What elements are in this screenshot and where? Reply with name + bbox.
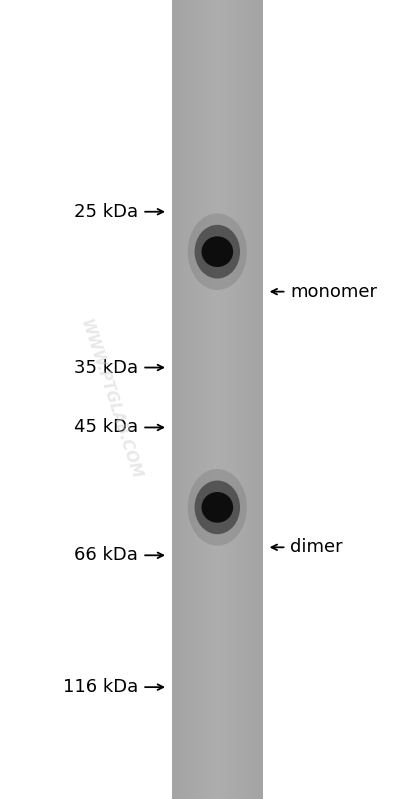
Bar	[189, 0, 190, 799]
Bar	[207, 0, 208, 799]
Bar	[215, 0, 216, 799]
Text: WWW.PTGLAB.COM: WWW.PTGLAB.COM	[78, 318, 144, 481]
Ellipse shape	[188, 213, 247, 290]
Bar	[199, 0, 200, 799]
Bar	[213, 0, 214, 799]
Text: 35 kDa: 35 kDa	[74, 359, 138, 376]
Bar	[209, 0, 210, 799]
Text: 116 kDa: 116 kDa	[63, 678, 138, 696]
Bar	[262, 0, 263, 799]
Bar	[175, 0, 176, 799]
Bar	[236, 0, 237, 799]
Bar	[260, 0, 262, 799]
Bar	[255, 0, 256, 799]
Bar	[242, 0, 244, 799]
Bar	[191, 0, 192, 799]
Bar	[220, 0, 221, 799]
Bar	[187, 0, 188, 799]
Bar	[246, 0, 247, 799]
Bar	[244, 0, 246, 799]
Bar	[173, 0, 174, 799]
Ellipse shape	[188, 469, 247, 546]
Ellipse shape	[195, 480, 240, 535]
Bar	[206, 0, 207, 799]
Bar	[231, 0, 232, 799]
Bar	[176, 0, 178, 799]
Bar	[205, 0, 206, 799]
Ellipse shape	[202, 237, 233, 267]
Bar	[247, 0, 248, 799]
Bar	[252, 0, 254, 799]
Bar	[214, 0, 215, 799]
Bar	[254, 0, 255, 799]
Text: 45 kDa: 45 kDa	[74, 419, 138, 436]
Bar	[225, 0, 226, 799]
Ellipse shape	[202, 492, 233, 523]
Bar	[195, 0, 196, 799]
Bar	[181, 0, 182, 799]
Bar	[248, 0, 249, 799]
Bar	[250, 0, 252, 799]
Bar	[192, 0, 194, 799]
Bar	[190, 0, 191, 799]
Bar	[239, 0, 240, 799]
Bar	[217, 0, 218, 799]
Bar	[234, 0, 236, 799]
Bar	[257, 0, 258, 799]
Bar	[212, 0, 213, 799]
Bar	[221, 0, 222, 799]
Bar	[200, 0, 202, 799]
Bar	[184, 0, 186, 799]
Bar	[202, 0, 204, 799]
Bar	[258, 0, 259, 799]
Bar	[172, 0, 263, 799]
Bar	[233, 0, 234, 799]
Bar	[210, 0, 212, 799]
Text: 25 kDa: 25 kDa	[74, 203, 138, 221]
Bar	[178, 0, 179, 799]
Bar	[204, 0, 205, 799]
Bar	[197, 0, 198, 799]
Bar	[218, 0, 220, 799]
Bar	[232, 0, 233, 799]
Bar	[183, 0, 184, 799]
Bar	[238, 0, 239, 799]
Bar	[259, 0, 260, 799]
Bar	[230, 0, 231, 799]
Bar	[228, 0, 229, 799]
Bar	[237, 0, 238, 799]
Bar	[186, 0, 187, 799]
Text: dimer: dimer	[290, 539, 343, 556]
Bar	[222, 0, 223, 799]
Bar	[216, 0, 217, 799]
Bar	[172, 0, 173, 799]
Bar	[194, 0, 195, 799]
Bar	[179, 0, 180, 799]
Bar	[198, 0, 199, 799]
Bar	[208, 0, 209, 799]
Bar	[196, 0, 197, 799]
Bar	[226, 0, 228, 799]
Bar	[180, 0, 181, 799]
Bar	[182, 0, 183, 799]
Bar	[256, 0, 257, 799]
Bar	[249, 0, 250, 799]
Bar	[188, 0, 189, 799]
Bar	[241, 0, 242, 799]
Bar	[223, 0, 224, 799]
Text: monomer: monomer	[290, 283, 378, 300]
Bar	[229, 0, 230, 799]
Bar	[174, 0, 175, 799]
Bar	[224, 0, 225, 799]
Ellipse shape	[195, 225, 240, 279]
Text: 66 kDa: 66 kDa	[74, 547, 138, 564]
Bar	[240, 0, 241, 799]
